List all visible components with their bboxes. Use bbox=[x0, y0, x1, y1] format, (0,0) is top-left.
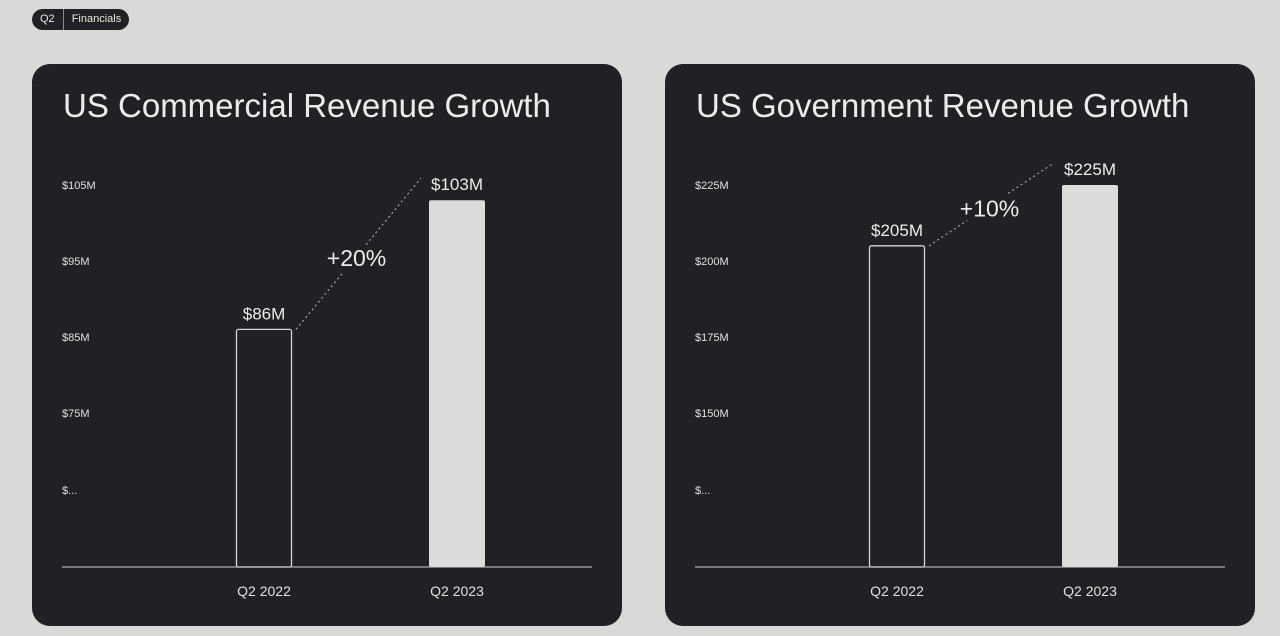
tag-section: Financials bbox=[71, 13, 122, 25]
y-tick-label: $75M bbox=[62, 408, 90, 420]
growth-label: +20% bbox=[327, 245, 386, 271]
y-tick-label: $105M bbox=[62, 180, 96, 192]
bar-q2-2023 bbox=[1062, 185, 1118, 567]
x-tick-label: Q2 2022 bbox=[870, 583, 924, 599]
y-tick-label: $... bbox=[62, 485, 77, 497]
bar-q2-2022 bbox=[868, 245, 926, 568]
section-tag: Q2 Financials bbox=[32, 9, 130, 30]
tag-divider bbox=[62, 9, 64, 30]
chart-title: US Government Revenue Growth bbox=[696, 87, 1189, 124]
y-tick-label: $... bbox=[695, 485, 710, 497]
tag-quarter: Q2 bbox=[40, 13, 55, 25]
bar-q2-2023 bbox=[429, 200, 485, 567]
bar-value-label: $225M bbox=[1064, 160, 1116, 179]
government-chart-card: US Government Revenue Growth $225M $200M $1… bbox=[665, 64, 1255, 626]
x-tick-label: Q2 2023 bbox=[1063, 583, 1117, 599]
commercial-chart: US Commercial Revenue Growth $105M $95M $85… bbox=[62, 87, 592, 599]
bar-q2-2022 bbox=[235, 328, 293, 568]
bar-value-label: $86M bbox=[243, 304, 286, 323]
x-tick-label: Q2 2023 bbox=[430, 583, 484, 599]
government-chart: US Government Revenue Growth $225M $200M $1… bbox=[695, 87, 1225, 599]
x-tick-label: Q2 2022 bbox=[237, 583, 291, 599]
commercial-chart-card: US Commercial Revenue Growth $105M $95M $85… bbox=[32, 64, 622, 626]
chart-title: US Commercial Revenue Growth bbox=[63, 87, 551, 124]
bar-value-label: $103M bbox=[431, 175, 483, 194]
y-tick-label: $200M bbox=[695, 256, 729, 268]
growth-label: +10% bbox=[960, 195, 1019, 221]
y-tick-label: $85M bbox=[62, 332, 90, 344]
y-tick-label: $95M bbox=[62, 256, 90, 268]
y-tick-label: $150M bbox=[695, 408, 729, 420]
y-tick-label: $225M bbox=[695, 180, 729, 192]
bar-value-label: $205M bbox=[871, 221, 923, 240]
y-tick-label: $175M bbox=[695, 332, 729, 344]
